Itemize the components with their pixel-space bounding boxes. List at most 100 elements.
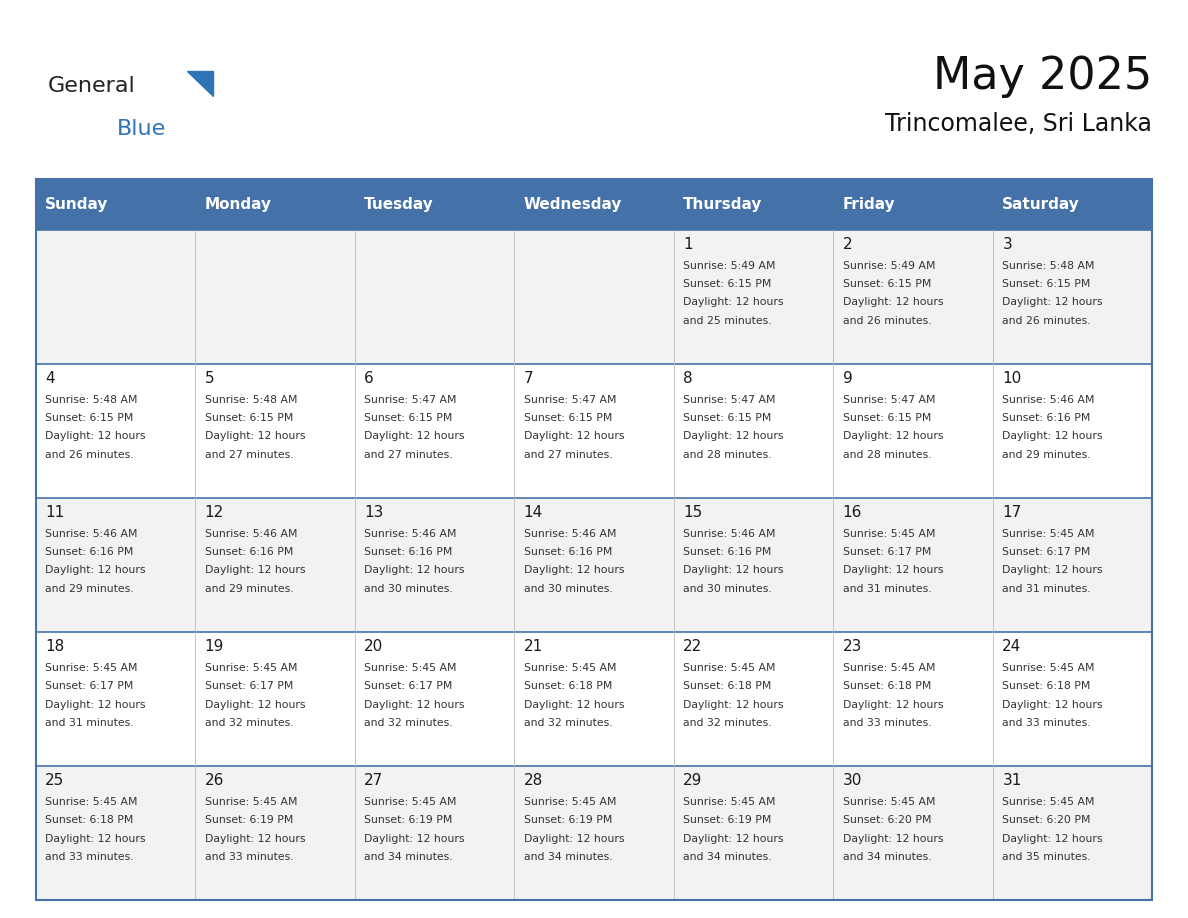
- Bar: [36, 766, 1152, 900]
- Text: Sunset: 6:16 PM: Sunset: 6:16 PM: [683, 547, 772, 557]
- Text: Sunset: 6:17 PM: Sunset: 6:17 PM: [45, 681, 133, 691]
- Text: Sunrise: 5:49 AM: Sunrise: 5:49 AM: [842, 261, 935, 271]
- Text: Sunset: 6:16 PM: Sunset: 6:16 PM: [1003, 413, 1091, 423]
- Text: Sunset: 6:19 PM: Sunset: 6:19 PM: [683, 815, 772, 825]
- Text: Daylight: 12 hours: Daylight: 12 hours: [1003, 700, 1102, 710]
- Text: Monday: Monday: [204, 196, 272, 212]
- Text: 25: 25: [45, 773, 64, 788]
- Text: 22: 22: [683, 639, 702, 654]
- Text: Daylight: 12 hours: Daylight: 12 hours: [204, 700, 305, 710]
- Text: Sunset: 6:18 PM: Sunset: 6:18 PM: [45, 815, 133, 825]
- Text: Sunrise: 5:47 AM: Sunrise: 5:47 AM: [524, 395, 617, 405]
- Bar: [36, 498, 1152, 632]
- Text: Sunset: 6:15 PM: Sunset: 6:15 PM: [842, 413, 931, 423]
- Text: Sunrise: 5:45 AM: Sunrise: 5:45 AM: [842, 529, 935, 539]
- Text: 19: 19: [204, 639, 225, 654]
- Text: and 31 minutes.: and 31 minutes.: [842, 584, 931, 594]
- Bar: [36, 230, 1152, 364]
- Text: Sunrise: 5:45 AM: Sunrise: 5:45 AM: [842, 663, 935, 673]
- Text: Sunrise: 5:46 AM: Sunrise: 5:46 AM: [365, 529, 456, 539]
- Text: Friday: Friday: [842, 196, 896, 212]
- Text: and 29 minutes.: and 29 minutes.: [45, 584, 134, 594]
- Text: Saturday: Saturday: [1003, 196, 1080, 212]
- Text: Daylight: 12 hours: Daylight: 12 hours: [204, 431, 305, 442]
- Text: and 27 minutes.: and 27 minutes.: [204, 450, 293, 460]
- Text: Sunrise: 5:47 AM: Sunrise: 5:47 AM: [842, 395, 935, 405]
- Text: Daylight: 12 hours: Daylight: 12 hours: [842, 834, 943, 844]
- Text: Sunset: 6:18 PM: Sunset: 6:18 PM: [683, 681, 772, 691]
- Text: Sunset: 6:15 PM: Sunset: 6:15 PM: [204, 413, 293, 423]
- Text: Sunset: 6:19 PM: Sunset: 6:19 PM: [524, 815, 612, 825]
- Bar: [36, 364, 1152, 498]
- Text: Sunset: 6:18 PM: Sunset: 6:18 PM: [524, 681, 612, 691]
- Text: Sunset: 6:17 PM: Sunset: 6:17 PM: [1003, 547, 1091, 557]
- Text: Blue: Blue: [116, 119, 165, 140]
- Text: Sunrise: 5:49 AM: Sunrise: 5:49 AM: [683, 261, 776, 271]
- Text: Sunset: 6:20 PM: Sunset: 6:20 PM: [842, 815, 931, 825]
- Text: Sunset: 6:16 PM: Sunset: 6:16 PM: [45, 547, 133, 557]
- Text: Sunrise: 5:45 AM: Sunrise: 5:45 AM: [1003, 797, 1095, 807]
- Text: Sunrise: 5:45 AM: Sunrise: 5:45 AM: [842, 797, 935, 807]
- Text: and 27 minutes.: and 27 minutes.: [524, 450, 612, 460]
- Text: Sunrise: 5:45 AM: Sunrise: 5:45 AM: [683, 797, 776, 807]
- Text: Sunrise: 5:45 AM: Sunrise: 5:45 AM: [524, 663, 617, 673]
- Text: Sunrise: 5:46 AM: Sunrise: 5:46 AM: [204, 529, 297, 539]
- Text: 29: 29: [683, 773, 702, 788]
- Text: 6: 6: [365, 371, 374, 386]
- Text: Wednesday: Wednesday: [524, 196, 623, 212]
- Text: 8: 8: [683, 371, 693, 386]
- Bar: [36, 632, 1152, 766]
- Text: and 26 minutes.: and 26 minutes.: [1003, 316, 1091, 326]
- Text: Daylight: 12 hours: Daylight: 12 hours: [1003, 431, 1102, 442]
- Text: Sunrise: 5:45 AM: Sunrise: 5:45 AM: [365, 797, 456, 807]
- Text: and 32 minutes.: and 32 minutes.: [683, 718, 772, 728]
- Text: Sunrise: 5:45 AM: Sunrise: 5:45 AM: [1003, 663, 1095, 673]
- Text: Daylight: 12 hours: Daylight: 12 hours: [1003, 565, 1102, 576]
- Text: and 32 minutes.: and 32 minutes.: [524, 718, 612, 728]
- Text: 27: 27: [365, 773, 384, 788]
- Text: 9: 9: [842, 371, 853, 386]
- Text: Sunset: 6:15 PM: Sunset: 6:15 PM: [365, 413, 453, 423]
- Bar: [36, 179, 1152, 900]
- Text: Sunrise: 5:48 AM: Sunrise: 5:48 AM: [204, 395, 297, 405]
- Text: and 26 minutes.: and 26 minutes.: [842, 316, 931, 326]
- Text: Daylight: 12 hours: Daylight: 12 hours: [683, 700, 784, 710]
- Text: and 34 minutes.: and 34 minutes.: [365, 852, 453, 862]
- Text: Daylight: 12 hours: Daylight: 12 hours: [683, 565, 784, 576]
- Text: and 33 minutes.: and 33 minutes.: [204, 852, 293, 862]
- Text: Daylight: 12 hours: Daylight: 12 hours: [683, 834, 784, 844]
- Text: Daylight: 12 hours: Daylight: 12 hours: [45, 700, 146, 710]
- Text: and 29 minutes.: and 29 minutes.: [204, 584, 293, 594]
- Text: Sunrise: 5:45 AM: Sunrise: 5:45 AM: [204, 663, 297, 673]
- Text: Sunrise: 5:46 AM: Sunrise: 5:46 AM: [683, 529, 776, 539]
- Text: 15: 15: [683, 505, 702, 520]
- Text: 16: 16: [842, 505, 862, 520]
- Text: Daylight: 12 hours: Daylight: 12 hours: [842, 297, 943, 308]
- Text: 7: 7: [524, 371, 533, 386]
- Text: General: General: [48, 76, 135, 96]
- Text: Sunrise: 5:47 AM: Sunrise: 5:47 AM: [683, 395, 776, 405]
- Text: and 31 minutes.: and 31 minutes.: [1003, 584, 1091, 594]
- Text: 21: 21: [524, 639, 543, 654]
- Text: 23: 23: [842, 639, 862, 654]
- Text: Sunset: 6:15 PM: Sunset: 6:15 PM: [683, 413, 772, 423]
- Text: 20: 20: [365, 639, 384, 654]
- Text: Sunset: 6:15 PM: Sunset: 6:15 PM: [842, 279, 931, 289]
- Text: 12: 12: [204, 505, 223, 520]
- Text: 30: 30: [842, 773, 862, 788]
- Text: Daylight: 12 hours: Daylight: 12 hours: [204, 834, 305, 844]
- Text: and 25 minutes.: and 25 minutes.: [683, 316, 772, 326]
- Text: Sunrise: 5:47 AM: Sunrise: 5:47 AM: [365, 395, 456, 405]
- Text: Sunrise: 5:45 AM: Sunrise: 5:45 AM: [683, 663, 776, 673]
- Text: 4: 4: [45, 371, 55, 386]
- Text: Daylight: 12 hours: Daylight: 12 hours: [524, 700, 624, 710]
- Text: Sunset: 6:15 PM: Sunset: 6:15 PM: [683, 279, 772, 289]
- Text: Daylight: 12 hours: Daylight: 12 hours: [365, 431, 465, 442]
- Text: and 28 minutes.: and 28 minutes.: [842, 450, 931, 460]
- Text: Sunrise: 5:45 AM: Sunrise: 5:45 AM: [365, 663, 456, 673]
- Text: Daylight: 12 hours: Daylight: 12 hours: [365, 565, 465, 576]
- Text: Daylight: 12 hours: Daylight: 12 hours: [45, 565, 146, 576]
- Text: and 30 minutes.: and 30 minutes.: [365, 584, 453, 594]
- Text: Sunrise: 5:46 AM: Sunrise: 5:46 AM: [45, 529, 138, 539]
- Text: 28: 28: [524, 773, 543, 788]
